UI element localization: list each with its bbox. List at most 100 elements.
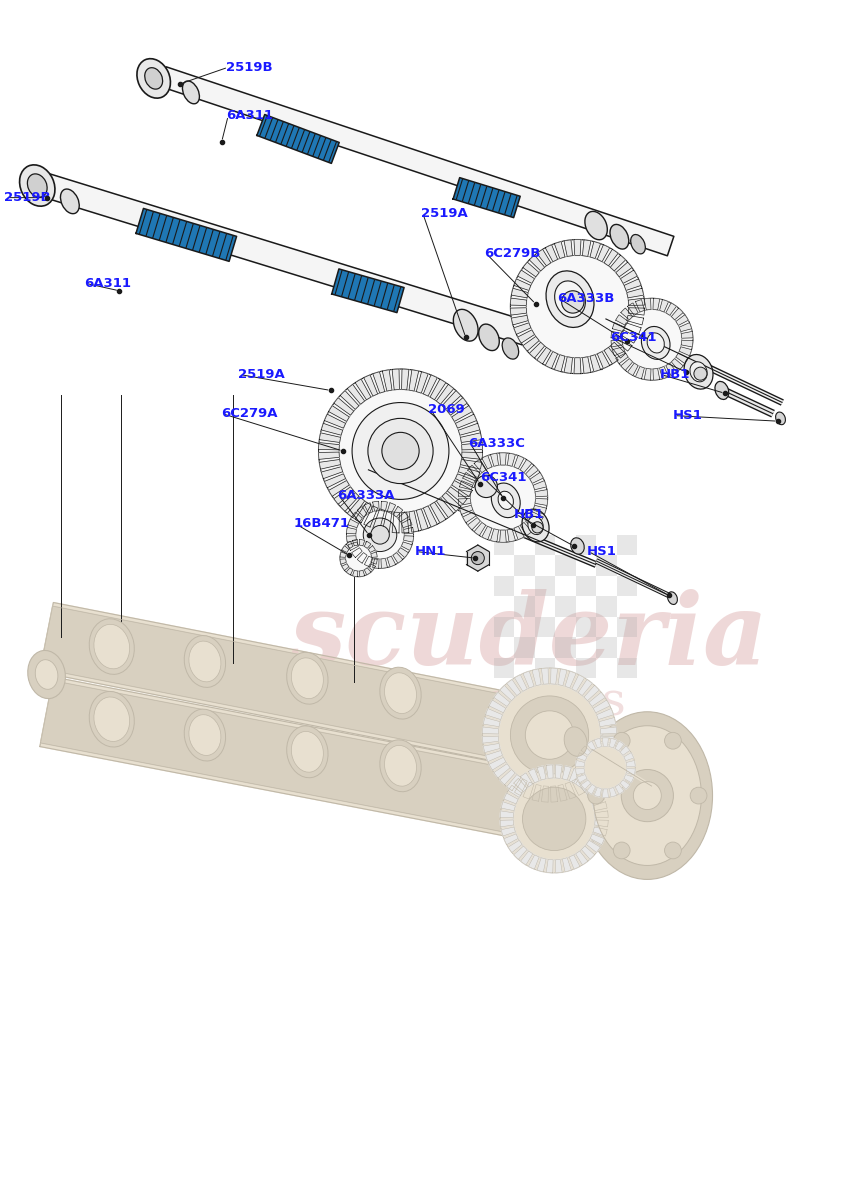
Polygon shape [522,782,533,799]
Polygon shape [409,370,418,391]
Polygon shape [452,480,472,497]
Polygon shape [529,473,543,484]
Ellipse shape [683,354,712,389]
Polygon shape [381,502,387,511]
Polygon shape [331,269,404,313]
Ellipse shape [188,641,221,682]
Polygon shape [541,668,548,684]
Polygon shape [624,278,641,290]
Polygon shape [509,307,526,316]
Polygon shape [550,786,557,802]
Polygon shape [635,366,643,379]
Polygon shape [364,568,371,575]
Polygon shape [653,299,659,310]
Polygon shape [564,671,575,688]
Text: 6A311: 6A311 [83,277,130,290]
Circle shape [620,769,672,822]
Polygon shape [643,299,650,310]
Polygon shape [372,502,378,511]
Polygon shape [397,547,408,558]
Polygon shape [397,512,408,522]
Polygon shape [536,347,550,364]
Polygon shape [577,774,586,782]
Bar [616,617,636,637]
Ellipse shape [554,281,584,317]
Ellipse shape [667,592,676,605]
Polygon shape [342,564,348,570]
Polygon shape [529,511,543,523]
Circle shape [367,419,433,484]
Polygon shape [581,779,594,792]
Bar [596,637,616,658]
Polygon shape [678,347,691,355]
Polygon shape [568,854,579,869]
Ellipse shape [188,715,221,756]
Polygon shape [354,502,371,523]
Bar [514,637,534,658]
Polygon shape [635,300,643,312]
Polygon shape [351,547,362,558]
Polygon shape [592,827,607,836]
Polygon shape [675,353,688,364]
Ellipse shape [145,67,163,89]
Text: 2519B: 2519B [226,61,273,73]
Polygon shape [584,769,599,785]
Polygon shape [477,552,488,565]
Polygon shape [429,379,446,400]
Polygon shape [555,859,561,872]
Polygon shape [504,793,517,804]
Polygon shape [477,558,488,571]
Circle shape [525,710,573,760]
Polygon shape [612,323,624,331]
Ellipse shape [184,709,225,761]
Ellipse shape [593,726,700,865]
Polygon shape [541,786,548,802]
Ellipse shape [774,412,785,425]
Polygon shape [514,674,527,691]
Polygon shape [455,414,476,428]
Polygon shape [681,341,692,347]
Polygon shape [347,384,365,404]
Polygon shape [409,511,418,532]
Polygon shape [580,746,590,755]
Polygon shape [612,347,624,355]
Polygon shape [577,752,586,761]
Polygon shape [520,851,532,865]
Polygon shape [608,738,616,748]
Circle shape [531,522,543,533]
Polygon shape [347,498,365,517]
Text: 2519B: 2519B [3,191,50,204]
Polygon shape [573,358,580,373]
Text: 2519A: 2519A [421,206,467,220]
Bar [493,617,514,637]
Bar [616,658,636,678]
Polygon shape [328,480,348,497]
Ellipse shape [28,650,66,698]
Polygon shape [608,787,616,797]
Polygon shape [619,330,636,343]
Polygon shape [520,773,532,787]
Polygon shape [346,535,356,542]
Polygon shape [509,298,526,306]
Polygon shape [490,529,498,542]
Circle shape [509,240,644,373]
Polygon shape [359,570,365,577]
Polygon shape [363,506,377,527]
Ellipse shape [182,80,199,103]
Polygon shape [532,668,540,685]
Polygon shape [401,542,412,551]
Polygon shape [501,802,515,811]
Polygon shape [328,406,348,421]
Polygon shape [467,517,480,530]
Ellipse shape [714,382,728,400]
Polygon shape [462,473,475,484]
Polygon shape [522,262,538,277]
Polygon shape [41,680,536,836]
Polygon shape [499,452,505,466]
Polygon shape [529,342,544,358]
Polygon shape [436,384,453,404]
Polygon shape [436,498,453,517]
Polygon shape [368,564,375,570]
Polygon shape [517,270,534,283]
Polygon shape [610,341,622,347]
